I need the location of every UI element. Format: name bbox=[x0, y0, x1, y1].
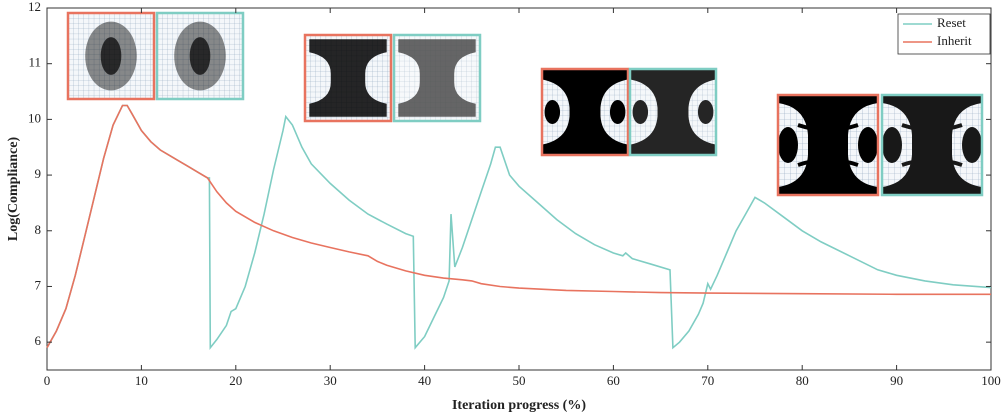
x-tick-label: 0 bbox=[44, 373, 51, 388]
y-tick-label: 12 bbox=[28, 0, 41, 14]
series-line bbox=[46, 104, 991, 349]
y-tick-label: 8 bbox=[35, 222, 42, 237]
x-tick-label: 30 bbox=[324, 373, 337, 388]
x-tick-label: 100 bbox=[981, 373, 1001, 388]
x-tick-label: 60 bbox=[607, 373, 620, 388]
legend-label: Reset bbox=[937, 15, 966, 30]
x-tick-label: 10 bbox=[135, 373, 148, 388]
lines bbox=[46, 104, 992, 350]
x-tick-label: 50 bbox=[513, 373, 526, 388]
y-tick-label: 9 bbox=[35, 166, 42, 181]
y-tick-label: 6 bbox=[35, 333, 42, 348]
legend-label: Inherit bbox=[937, 33, 972, 48]
x-tick-label: 20 bbox=[229, 373, 242, 388]
insets bbox=[66, 11, 984, 197]
x-tick-label: 70 bbox=[701, 373, 714, 388]
y-axis-title: Log(Compliance) bbox=[6, 137, 21, 242]
y-tick-label: 7 bbox=[35, 277, 42, 292]
x-tick-label: 90 bbox=[890, 373, 903, 388]
y-tick-label: 11 bbox=[28, 55, 41, 70]
x-tick-label: 80 bbox=[796, 373, 809, 388]
x-tick-label: 40 bbox=[418, 373, 431, 388]
y-tick-label: 10 bbox=[28, 110, 41, 125]
x-axis-title: Iteration progress (%) bbox=[452, 398, 586, 413]
legend: Reset Inherit bbox=[897, 13, 991, 55]
